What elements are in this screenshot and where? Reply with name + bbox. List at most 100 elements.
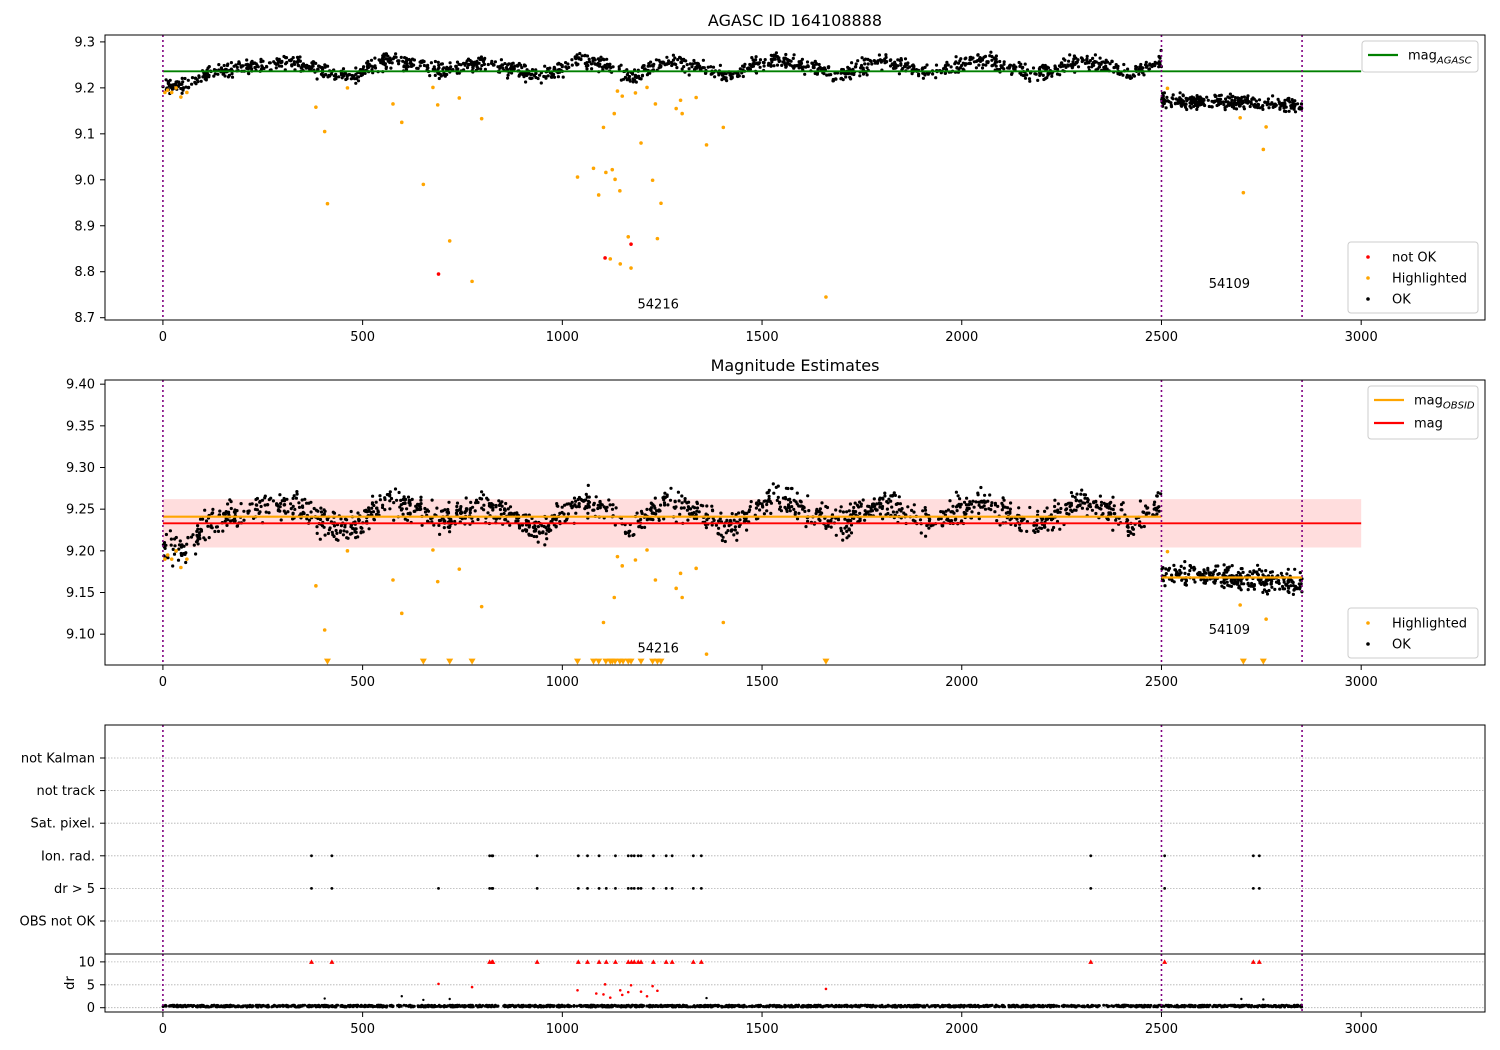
ok-point [545, 537, 549, 541]
ok-point [845, 510, 849, 514]
ok-point [199, 527, 203, 531]
highlighted-point [468, 658, 476, 665]
ok-point [503, 508, 507, 512]
ok-point [388, 56, 392, 60]
ok-point [168, 529, 172, 533]
ok-point [1001, 496, 1005, 500]
ok-point [1265, 582, 1269, 586]
ok-point [608, 65, 612, 69]
ok-point [834, 508, 838, 512]
ok-point [1058, 510, 1062, 514]
y-tick-label: 9.35 [66, 419, 95, 434]
ok-point [801, 507, 805, 511]
ok-point [682, 65, 686, 69]
ok-point [1082, 493, 1086, 497]
ok-point [680, 67, 684, 71]
x-tick-label: 2000 [945, 330, 978, 345]
highlighted-point [1238, 603, 1242, 607]
highlighted-point [165, 553, 170, 557]
ok-point [1157, 509, 1161, 513]
ok-point [845, 72, 849, 76]
ok-point [758, 508, 762, 512]
ok-point [352, 74, 356, 78]
ok-point [977, 63, 981, 67]
ok-point [1164, 567, 1168, 571]
ok-point [479, 55, 483, 59]
ok-point [295, 55, 300, 60]
ok-point [969, 502, 974, 506]
ok-point [1134, 67, 1138, 71]
ok-point [381, 503, 385, 507]
ok-point [419, 498, 423, 502]
ok-point [397, 490, 401, 495]
ok-point [294, 496, 298, 500]
ok-point [762, 499, 766, 503]
ok-point [718, 63, 723, 67]
ok-point [1298, 107, 1302, 111]
ok-point [680, 494, 684, 498]
ok-point [1019, 62, 1023, 66]
ok-point [1183, 560, 1187, 564]
ok-point [846, 65, 850, 69]
ok-point [370, 506, 374, 510]
ok-point [665, 62, 669, 66]
ok-point [836, 518, 841, 522]
ok-point [1053, 498, 1057, 502]
ok-point [861, 498, 865, 502]
ok-point [1090, 508, 1094, 512]
ok-point [491, 503, 495, 507]
flag-point [1251, 887, 1255, 890]
ok-point [282, 54, 286, 59]
ok-point [544, 526, 548, 530]
ok-point [604, 509, 609, 513]
dr-point [575, 1004, 579, 1008]
ok-point [1249, 102, 1253, 106]
highlighted-point [694, 566, 698, 571]
ok-point [668, 498, 673, 502]
ok-point [192, 543, 196, 547]
ok-point [230, 75, 235, 79]
ok-point [440, 62, 444, 66]
ok-point [1207, 104, 1211, 109]
ok-point [1144, 512, 1148, 517]
ok-point [667, 59, 671, 63]
ok-point [1246, 588, 1250, 592]
ok-point [770, 54, 774, 58]
ok-point [363, 71, 367, 75]
ok-point [447, 500, 451, 504]
ok-point [402, 495, 406, 499]
ok-point [1125, 75, 1129, 79]
highlighted-point [185, 557, 189, 561]
ok-point [981, 63, 985, 67]
ok-point [325, 517, 329, 521]
ok-point [280, 59, 284, 64]
flag-point [604, 887, 608, 890]
flag-row-label: OBS not OK [20, 915, 96, 930]
highlighted-point [1264, 125, 1268, 129]
ok-point [1260, 569, 1264, 573]
ok-point [560, 505, 564, 509]
ok-point [792, 507, 796, 511]
ok-point [1287, 109, 1291, 113]
highlighted-point [601, 620, 606, 625]
ok-point [499, 512, 503, 516]
ok-point [1236, 100, 1240, 104]
ok-point [899, 63, 903, 67]
dr-point [871, 1003, 875, 1007]
ok-point [598, 62, 602, 66]
ok-point [470, 63, 474, 67]
ok-point [886, 501, 890, 505]
legend-box [1347, 241, 1479, 314]
ok-point [1018, 528, 1022, 532]
ok-point [770, 60, 774, 64]
ok-point [307, 518, 311, 522]
ok-point [839, 526, 843, 531]
ok-point [471, 505, 475, 509]
ok-point [196, 542, 200, 546]
highlighted-point [601, 125, 606, 130]
y-tick-label: 9.1 [74, 127, 95, 142]
ok-point [1073, 62, 1077, 66]
ok-point [661, 61, 665, 65]
ok-point [530, 68, 535, 72]
ok-point [301, 505, 305, 509]
